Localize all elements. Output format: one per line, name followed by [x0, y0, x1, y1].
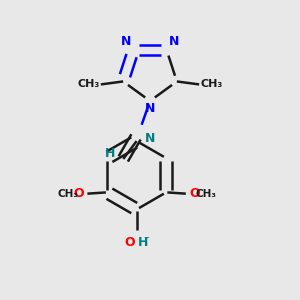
Text: O: O — [73, 187, 83, 200]
Text: CH₃: CH₃ — [77, 79, 99, 88]
Text: H: H — [138, 236, 148, 249]
Text: H: H — [105, 147, 115, 160]
Text: O: O — [190, 187, 200, 200]
Text: N: N — [145, 132, 155, 145]
Text: N: N — [121, 35, 131, 48]
Text: CH₃: CH₃ — [201, 79, 223, 88]
Text: CH₃: CH₃ — [57, 189, 78, 199]
Text: O: O — [124, 236, 135, 249]
Text: N: N — [145, 102, 155, 116]
Text: ⁻: ⁻ — [143, 235, 149, 245]
Text: CH₃: CH₃ — [195, 189, 216, 199]
Text: N: N — [169, 35, 179, 48]
